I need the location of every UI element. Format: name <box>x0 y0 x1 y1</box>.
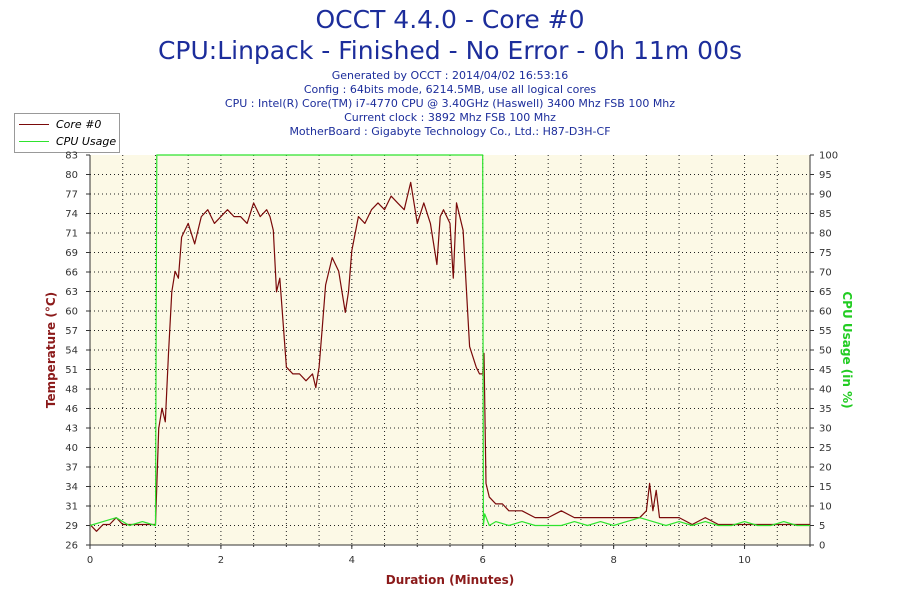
y2-tick-label: 85 <box>819 209 832 220</box>
legend-swatch-core0 <box>19 123 49 125</box>
y2-tick-label: 50 <box>819 346 832 357</box>
y-tick-label: 54 <box>65 346 78 357</box>
x-tick-label: 0 <box>87 555 93 566</box>
y-tick-label: 57 <box>65 326 78 337</box>
y2-tick-label: 30 <box>819 424 832 435</box>
legend-item-core0: Core #0 <box>19 116 101 132</box>
y-axis-label: Temperature (°C) <box>44 292 58 408</box>
y2-tick-label: 55 <box>819 326 832 337</box>
y-tick-label: 29 <box>65 521 78 532</box>
y-tick-label: 63 <box>65 287 78 298</box>
y2-tick-label: 65 <box>819 287 832 298</box>
y-tick-label: 37 <box>65 463 78 474</box>
y2-tick-label: 90 <box>819 190 832 201</box>
y2-tick-label: 60 <box>819 307 832 318</box>
y2-tick-label: 100 <box>819 151 838 162</box>
x-tick-label: 6 <box>480 555 486 566</box>
x-axis-label: Duration (Minutes) <box>386 573 514 587</box>
y2-tick-label: 20 <box>819 463 832 474</box>
y2-tick-label: 5 <box>819 521 825 532</box>
y2-tick-label: 95 <box>819 170 832 181</box>
chart-subtitle: CPU:Linpack - Finished - No Error - 0h 1… <box>157 36 743 65</box>
y-tick-label: 66 <box>65 268 78 279</box>
chart-title: OCCT 4.4.0 - Core #0 <box>315 5 585 34</box>
y2-tick-label: 75 <box>819 248 832 259</box>
y-tick-label: 80 <box>65 170 78 181</box>
series-line-cpu-usage <box>89 154 810 527</box>
y2-tick-label: 15 <box>819 482 832 493</box>
series-line-core0 <box>89 181 810 532</box>
info-motherboard: MotherBoard : Gigabyte Technology Co., L… <box>289 125 611 138</box>
y2-tick-label: 35 <box>819 404 832 415</box>
y-tick-label: 83 <box>65 151 78 162</box>
y2-tick-label: 25 <box>819 443 832 454</box>
y2-tick-label: 45 <box>819 365 832 376</box>
legend-label-core0: Core #0 <box>56 117 102 131</box>
x-tick-label: 4 <box>349 555 355 566</box>
y-tick-label: 60 <box>65 307 78 318</box>
info-clock: Current clock : 3892 Mhz FSB 100 Mhz <box>344 111 556 124</box>
y2-tick-label: 80 <box>819 229 832 240</box>
y-tick-label: 43 <box>65 424 78 435</box>
x-tick-label: 2 <box>218 555 224 566</box>
y-tick-label: 46 <box>65 404 78 415</box>
y2-axis-label: CPU Usage (in %) <box>840 291 854 408</box>
y-tick-label: 74 <box>65 209 78 220</box>
y-tick-label: 40 <box>65 443 78 454</box>
y-tick-label: 71 <box>65 229 78 240</box>
x-tick-label: 10 <box>738 555 751 566</box>
y-tick-label: 51 <box>65 365 78 376</box>
legend-swatch-usage <box>19 140 49 142</box>
y-tick-label: 69 <box>65 248 78 259</box>
y-tick-label: 77 <box>65 190 78 201</box>
x-tick-label: 8 <box>610 555 616 566</box>
y2-tick-label: 40 <box>819 385 832 396</box>
info-cpu: CPU : Intel(R) Core(TM) i7-4770 CPU @ 3.… <box>224 97 676 110</box>
y-tick-label: 34 <box>65 482 78 493</box>
legend-item-usage: CPU Usage <box>19 133 116 149</box>
legend-label-usage: CPU Usage <box>56 134 117 148</box>
info-generated: Generated by OCCT : 2014/04/02 16:53:16 <box>331 69 569 82</box>
y-tick-label: 31 <box>65 502 78 513</box>
y-tick-label: 26 <box>65 541 78 552</box>
y2-tick-label: 10 <box>819 502 832 513</box>
y2-tick-label: 0 <box>819 541 825 552</box>
y2-tick-label: 70 <box>819 268 832 279</box>
chart-legend: Core #0 CPU Usage <box>14 113 120 153</box>
y-tick-label: 48 <box>65 385 78 396</box>
info-config: Config : 64bits mode, 6214.5MB, use all … <box>303 83 597 96</box>
